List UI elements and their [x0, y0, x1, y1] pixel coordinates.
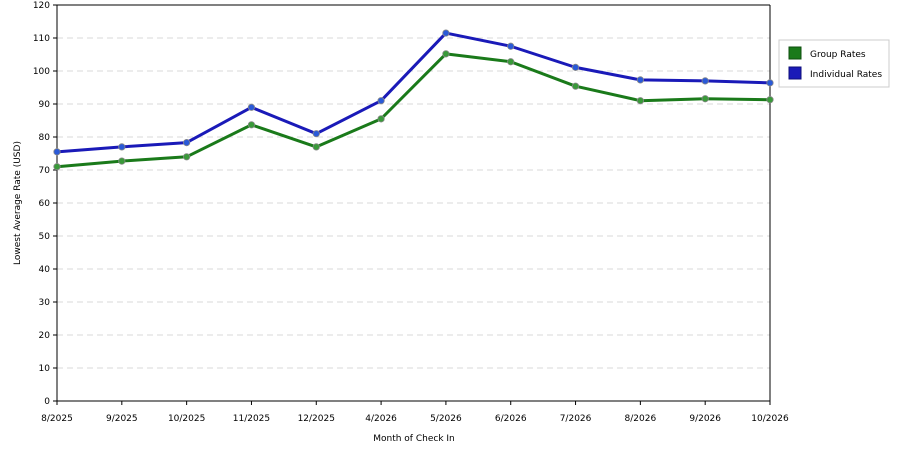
y-tick-label-120: 120	[33, 1, 50, 11]
point-individual-rates-4	[312, 130, 320, 138]
point-individual-rates-10	[701, 77, 709, 85]
point-group-rates-2	[183, 153, 191, 161]
y-tick-label-40: 40	[39, 265, 51, 275]
point-individual-rates-9	[636, 76, 644, 84]
x-tick-label-2: 10/2025	[168, 414, 205, 424]
x-tick-label-6: 5/2026	[430, 414, 462, 424]
y-tick-label-80: 80	[39, 133, 51, 143]
series-layer	[53, 29, 774, 171]
point-group-rates-4	[312, 143, 320, 151]
axes-layer	[53, 4, 771, 405]
y-tick-label-70: 70	[39, 166, 51, 176]
point-individual-rates-5	[377, 97, 385, 105]
point-group-rates-10	[701, 95, 709, 103]
x-tick-label-11: 10/2026	[751, 414, 789, 424]
point-group-rates-5	[377, 115, 385, 123]
series-line-group-rates	[55, 52, 772, 169]
x-tick-label-8: 7/2026	[560, 414, 592, 424]
point-group-rates-11	[766, 96, 774, 104]
point-group-rates-0	[53, 163, 61, 171]
y-tick-label-0: 0	[44, 397, 50, 407]
series-line-individual-rates	[55, 31, 772, 154]
x-tick-label-0: 8/2025	[41, 414, 73, 424]
y-tick-label-30: 30	[39, 298, 51, 308]
y-tick-label-60: 60	[39, 199, 51, 209]
y-tick-label-10: 10	[39, 364, 51, 374]
point-individual-rates-11	[766, 79, 774, 87]
point-individual-rates-3	[247, 103, 256, 111]
x-tick-label-7: 6/2026	[495, 414, 527, 424]
legend-label-individual-rates: Individual Rates	[810, 70, 882, 80]
point-individual-rates-8	[571, 63, 580, 71]
legend: Group Rates Individual Rates	[778, 39, 890, 88]
point-group-rates-8	[571, 82, 580, 90]
y-tick-label-110: 110	[33, 34, 50, 44]
y-axis-title: Lowest Average Rate (USD)	[13, 141, 23, 265]
point-group-rates-6	[442, 50, 450, 58]
point-group-rates-7	[507, 58, 515, 66]
y-tick-label-100: 100	[33, 67, 50, 77]
x-tick-label-10: 9/2026	[689, 414, 721, 424]
x-tick-label-9: 8/2026	[625, 414, 657, 424]
y-tick-label-90: 90	[39, 100, 51, 110]
x-axis-title: Month of Check In	[373, 434, 455, 444]
point-group-rates-1	[118, 157, 126, 165]
x-tick-label-5: 4/2026	[365, 414, 397, 424]
point-individual-rates-7	[507, 42, 515, 50]
point-group-rates-9	[636, 97, 644, 105]
y-tick-label-20: 20	[39, 331, 51, 341]
legend-swatch-group-rates	[788, 46, 802, 60]
legend-swatch-individual-rates	[788, 66, 802, 80]
legend-label-group-rates: Group Rates	[810, 50, 866, 60]
point-individual-rates-1	[118, 143, 126, 151]
point-individual-rates-6	[442, 29, 450, 37]
point-individual-rates-2	[183, 139, 191, 147]
x-tick-label-3: 11/2025	[233, 414, 270, 424]
x-tick-label-4: 12/2025	[298, 414, 335, 424]
y-tick-label-50: 50	[39, 232, 51, 242]
x-tick-label-1: 9/2025	[106, 414, 138, 424]
point-group-rates-3	[247, 121, 256, 129]
labels-layer: Lowest Average Rate (USD) Month of Check…	[13, 1, 789, 444]
point-individual-rates-0	[53, 148, 61, 156]
